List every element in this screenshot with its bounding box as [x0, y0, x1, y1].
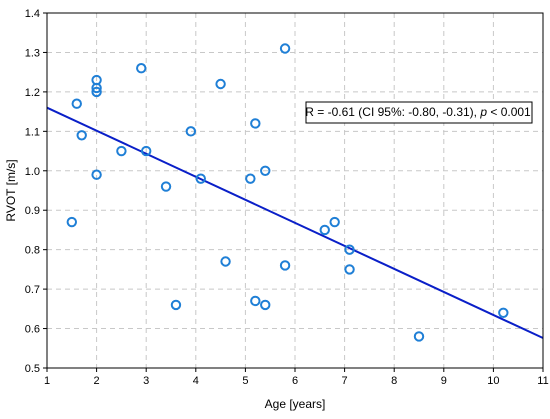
data-point — [498, 307, 509, 318]
data-point — [260, 165, 271, 176]
x-tick-label: 1 — [44, 375, 50, 387]
data-point — [71, 98, 82, 109]
regression-layer — [46, 106, 544, 339]
x-tick-label: 3 — [143, 375, 149, 387]
x-axis-ticks: 1 2 3 4 5 6 7 8 9 10 11 — [44, 368, 549, 387]
y-tick-label: 0.7 — [25, 284, 40, 296]
x-tick-label: 4 — [193, 375, 199, 387]
y-axis-title: RVOT [m/s] — [4, 159, 18, 221]
data-point — [279, 43, 291, 54]
data-point — [329, 216, 340, 228]
data-point — [344, 244, 355, 255]
y-tick-label: 1.1 — [25, 126, 40, 138]
data-point — [160, 181, 172, 192]
annotation-p-symbol: p — [479, 105, 487, 119]
data-point — [245, 173, 256, 184]
x-tick-label: 7 — [342, 375, 348, 387]
data-point — [170, 299, 182, 311]
y-tick-label: 1.3 — [25, 47, 40, 59]
data-point — [91, 86, 102, 98]
data-point — [91, 169, 102, 180]
points-layer — [66, 43, 509, 342]
data-point — [195, 173, 206, 184]
data-point — [76, 130, 87, 141]
y-tick-label: 0.6 — [25, 324, 40, 336]
regression-line — [46, 106, 544, 339]
grid — [47, 13, 543, 368]
data-point — [279, 260, 291, 271]
data-point — [185, 126, 197, 137]
data-point — [413, 331, 425, 342]
annotation-suffix: < 0.001 — [487, 105, 531, 119]
annotation-box: R = -0.61 (CI 95%: -0.80, -0.31), p < 0.… — [305, 101, 533, 124]
y-tick-label: 1.4 — [25, 8, 40, 20]
data-point — [250, 295, 261, 307]
data-point — [136, 63, 147, 74]
x-tick-label: 9 — [441, 375, 447, 387]
y-tick-label: 0.9 — [25, 205, 40, 217]
data-point — [319, 224, 330, 236]
y-tick-label: 0.8 — [25, 245, 40, 257]
data-point — [250, 118, 261, 129]
data-point — [141, 145, 152, 157]
y-tick-label: 1.0 — [25, 166, 40, 178]
annotation-text: R = -0.61 (CI 95%: -0.80, -0.31), p < 0.… — [305, 105, 531, 119]
y-tick-label: 0.5 — [25, 363, 40, 375]
x-tick-label: 6 — [292, 375, 298, 387]
x-tick-label: 11 — [537, 375, 548, 387]
data-point — [344, 264, 355, 275]
x-tick-label: 2 — [94, 375, 100, 387]
data-point — [260, 299, 271, 311]
x-axis-title: Age [years] — [265, 397, 326, 411]
data-point — [116, 145, 127, 157]
data-point — [91, 82, 102, 94]
y-axis-ticks: 0.5 0.6 0.7 0.8 0.9 1.0 1.1 1.2 1.3 1.4 — [25, 8, 47, 375]
annotation-frame — [305, 101, 533, 124]
x-tick-label: 8 — [391, 375, 397, 387]
data-point — [215, 78, 226, 90]
x-tick-label: 10 — [487, 375, 499, 387]
y-tick-label: 1.2 — [25, 87, 40, 99]
annotation-prefix: R = -0.61 (CI 95%: -0.80, -0.31), — [305, 105, 480, 119]
data-point — [220, 256, 231, 267]
x-tick-label: 5 — [242, 375, 248, 387]
data-point — [66, 216, 78, 228]
